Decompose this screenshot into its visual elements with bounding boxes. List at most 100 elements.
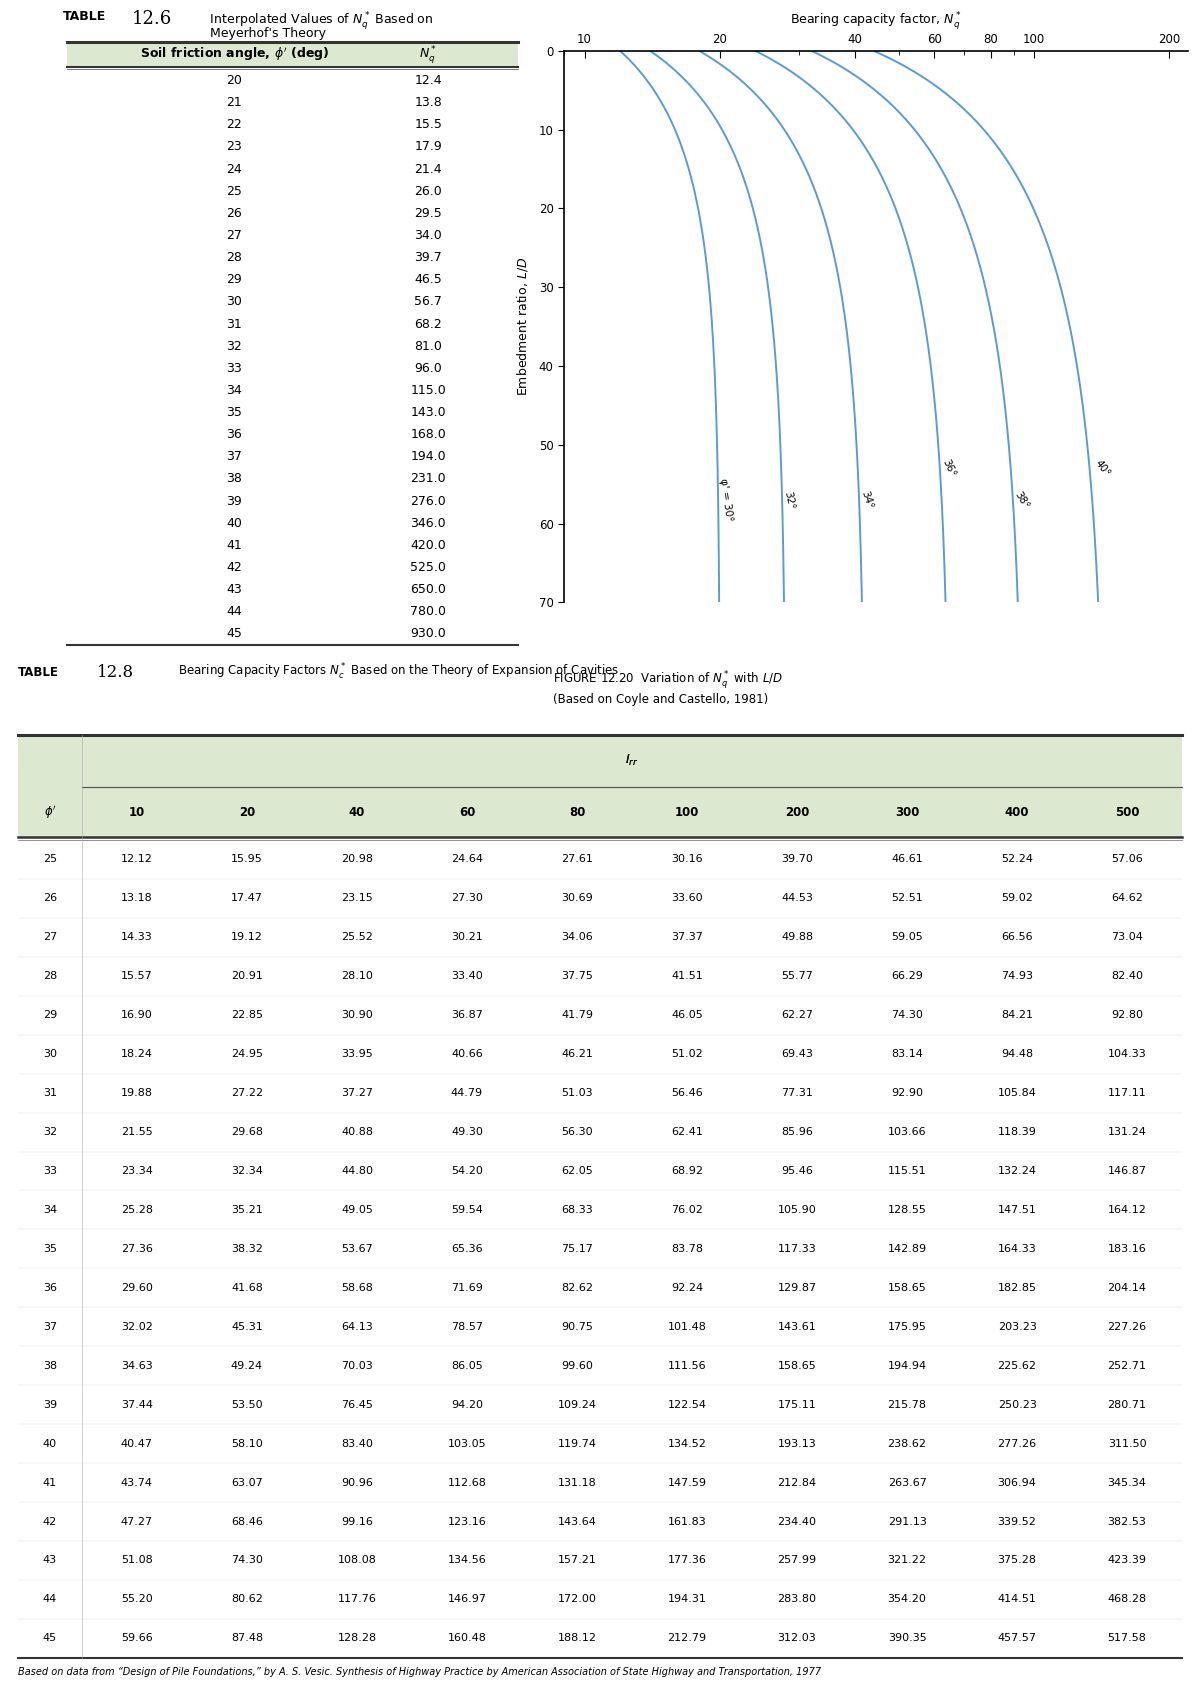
Text: 12.12: 12.12 xyxy=(121,855,152,864)
Text: 64.13: 64.13 xyxy=(341,1322,373,1332)
Text: 306.94: 306.94 xyxy=(997,1478,1037,1488)
Text: 40: 40 xyxy=(43,1439,56,1449)
Text: 71.69: 71.69 xyxy=(451,1283,482,1293)
Text: 76.45: 76.45 xyxy=(341,1400,373,1410)
Text: 175.11: 175.11 xyxy=(778,1400,816,1410)
Text: 129.87: 129.87 xyxy=(778,1283,817,1293)
Text: 780.0: 780.0 xyxy=(410,606,446,618)
Text: 36: 36 xyxy=(227,428,242,441)
Text: 345.34: 345.34 xyxy=(1108,1478,1146,1488)
Text: 21.55: 21.55 xyxy=(121,1127,152,1137)
Text: 100: 100 xyxy=(674,806,700,818)
Text: 47.27: 47.27 xyxy=(121,1517,152,1527)
Text: 105.84: 105.84 xyxy=(997,1088,1037,1098)
Text: 83.40: 83.40 xyxy=(341,1439,373,1449)
Text: 115.51: 115.51 xyxy=(888,1166,926,1176)
Text: 112.68: 112.68 xyxy=(448,1478,486,1488)
Text: 28: 28 xyxy=(227,251,242,265)
Text: 82.40: 82.40 xyxy=(1111,971,1144,981)
Text: 18.24: 18.24 xyxy=(121,1049,152,1059)
Text: 238.62: 238.62 xyxy=(888,1439,926,1449)
Text: 46.61: 46.61 xyxy=(892,855,923,864)
Text: 57.06: 57.06 xyxy=(1111,855,1142,864)
Text: 200: 200 xyxy=(785,806,809,818)
Text: 194.0: 194.0 xyxy=(410,450,446,463)
Text: 109.24: 109.24 xyxy=(558,1400,596,1410)
Text: 40: 40 xyxy=(349,806,365,818)
Text: 40: 40 xyxy=(227,518,242,529)
Text: 22.85: 22.85 xyxy=(230,1010,263,1020)
Text: 291.13: 291.13 xyxy=(888,1517,926,1527)
Text: 38°: 38° xyxy=(1013,489,1031,511)
Text: 12.6: 12.6 xyxy=(132,10,173,27)
Text: TABLE: TABLE xyxy=(62,10,106,22)
Text: 300: 300 xyxy=(895,806,919,818)
Text: 525.0: 525.0 xyxy=(410,562,446,574)
Text: 65.36: 65.36 xyxy=(451,1244,482,1254)
Text: 183.16: 183.16 xyxy=(1108,1244,1146,1254)
X-axis label: Bearing capacity factor, $N_q^*$: Bearing capacity factor, $N_q^*$ xyxy=(790,10,962,32)
Text: 10: 10 xyxy=(128,806,145,818)
Text: 68.92: 68.92 xyxy=(671,1166,703,1176)
Text: 40.88: 40.88 xyxy=(341,1127,373,1137)
Text: 62.41: 62.41 xyxy=(671,1127,703,1137)
Text: 30.16: 30.16 xyxy=(671,855,703,864)
Text: 252.71: 252.71 xyxy=(1108,1361,1147,1371)
Text: 26: 26 xyxy=(43,893,56,903)
Text: 400: 400 xyxy=(1004,806,1030,818)
Text: 188.12: 188.12 xyxy=(558,1633,596,1643)
Text: 68.2: 68.2 xyxy=(414,317,442,331)
Text: 339.52: 339.52 xyxy=(997,1517,1037,1527)
Text: 23: 23 xyxy=(227,141,242,153)
Text: 30.21: 30.21 xyxy=(451,932,482,942)
Text: 12.8: 12.8 xyxy=(97,664,133,680)
Text: 225.62: 225.62 xyxy=(997,1361,1037,1371)
Text: Interpolated Values of $N_q^*$ Based on: Interpolated Values of $N_q^*$ Based on xyxy=(202,10,433,32)
Text: 46.21: 46.21 xyxy=(562,1049,593,1059)
Text: 59.66: 59.66 xyxy=(121,1633,152,1643)
Text: $I_{rr}$: $I_{rr}$ xyxy=(625,753,638,769)
Text: 36: 36 xyxy=(43,1283,56,1293)
Text: 34.0: 34.0 xyxy=(414,229,442,243)
Text: 103.66: 103.66 xyxy=(888,1127,926,1137)
Text: 83.78: 83.78 xyxy=(671,1244,703,1254)
Text: 37.44: 37.44 xyxy=(121,1400,152,1410)
Text: 128.55: 128.55 xyxy=(888,1205,926,1215)
Text: 80: 80 xyxy=(569,806,586,818)
Text: 77.31: 77.31 xyxy=(781,1088,812,1098)
Text: 24: 24 xyxy=(227,163,242,175)
Text: 68.46: 68.46 xyxy=(232,1517,263,1527)
Text: 43.74: 43.74 xyxy=(121,1478,152,1488)
Text: 25.52: 25.52 xyxy=(341,932,373,942)
Text: 90.75: 90.75 xyxy=(562,1322,593,1332)
Text: 81.0: 81.0 xyxy=(414,339,442,353)
Text: 73.04: 73.04 xyxy=(1111,932,1144,942)
Y-axis label: Embedment ratio, $L/D$: Embedment ratio, $L/D$ xyxy=(515,256,530,397)
Text: 517.58: 517.58 xyxy=(1108,1633,1146,1643)
Text: 280.71: 280.71 xyxy=(1108,1400,1147,1410)
Text: 117.33: 117.33 xyxy=(778,1244,816,1254)
Text: 39: 39 xyxy=(43,1400,56,1410)
Text: 66.56: 66.56 xyxy=(1001,932,1033,942)
Text: 14.33: 14.33 xyxy=(121,932,152,942)
Text: 346.0: 346.0 xyxy=(410,518,446,529)
Text: 164.12: 164.12 xyxy=(1108,1205,1146,1215)
Text: 56.7: 56.7 xyxy=(414,295,442,309)
Text: 90.96: 90.96 xyxy=(341,1478,373,1488)
Text: 49.88: 49.88 xyxy=(781,932,814,942)
Text: 34°: 34° xyxy=(859,490,875,511)
Text: 40°: 40° xyxy=(1092,458,1111,479)
Text: 414.51: 414.51 xyxy=(997,1595,1037,1604)
Text: 147.59: 147.59 xyxy=(667,1478,707,1488)
Text: 25.28: 25.28 xyxy=(121,1205,152,1215)
Text: 76.02: 76.02 xyxy=(671,1205,703,1215)
Text: 39.7: 39.7 xyxy=(414,251,442,265)
Text: 74.30: 74.30 xyxy=(892,1010,923,1020)
Text: TABLE: TABLE xyxy=(18,665,59,679)
Text: 45: 45 xyxy=(227,628,242,640)
Text: 51.08: 51.08 xyxy=(121,1556,152,1565)
Text: 49.05: 49.05 xyxy=(341,1205,373,1215)
Text: 147.51: 147.51 xyxy=(997,1205,1037,1215)
Text: 276.0: 276.0 xyxy=(410,494,446,507)
Text: 46.05: 46.05 xyxy=(671,1010,703,1020)
